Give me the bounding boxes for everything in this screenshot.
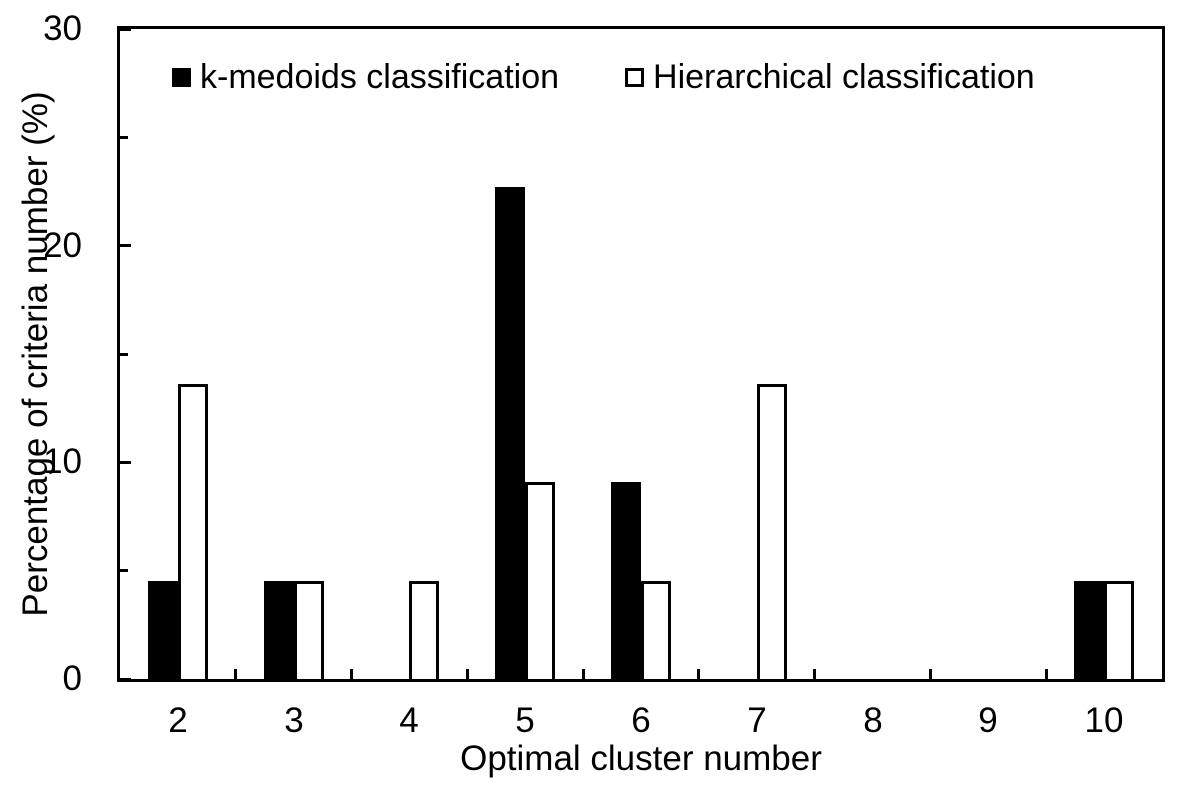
bar-hierarchical-cluster-10 [1104,581,1134,679]
legend-label-hierarchical: Hierarchical classification [653,58,1035,96]
plot-area: k-medoids classification Hierarchical cl… [117,26,1165,682]
x-boundary-tick-7 [929,669,932,679]
legend: k-medoids classification Hierarchical cl… [172,57,1035,97]
bar-kmedoids-cluster-10 [1074,581,1104,679]
bar-kmedoids-cluster-6 [611,482,641,679]
x-boundary-tick-6 [813,669,816,679]
bar-hierarchical-cluster-3 [294,581,324,679]
x-boundary-tick-3 [466,669,469,679]
y-minor-tick-15 [120,353,128,356]
x-boundary-tick-4 [582,669,585,679]
bar-hierarchical-cluster-7 [757,384,787,679]
x-tick-label-9: 9 [978,701,998,740]
y-major-tick-30 [120,28,131,31]
x-boundary-tick-1 [234,669,237,679]
kmedoids-swatch-icon [172,67,191,87]
x-tick-label-8: 8 [863,701,883,740]
y-tick-label-30: 30 [43,9,82,48]
x-boundary-tick-8 [1045,669,1048,679]
y-major-tick-20 [120,244,131,247]
bar-hierarchical-cluster-2 [178,384,208,679]
x-tick-label-10: 10 [1084,701,1124,740]
bar-hierarchical-cluster-4 [409,581,439,679]
bar-kmedoids-cluster-5 [495,187,525,679]
y-major-tick-0 [120,678,131,681]
y-axis-title: Percentage of criteria number (%) [16,91,55,617]
x-tick-label-5: 5 [515,701,535,740]
y-minor-tick-25 [120,136,128,139]
bars-layer [120,29,1162,679]
x-axis-title: Optimal cluster number [460,739,822,778]
bar-hierarchical-cluster-5 [525,482,555,679]
y-tick-label-0: 0 [62,659,82,698]
legend-label-kmedoids: k-medoids classification [200,58,560,96]
x-tick-label-7: 7 [747,701,767,740]
bar-kmedoids-cluster-3 [264,581,294,679]
x-tick-label-2: 2 [168,701,188,740]
x-tick-label-4: 4 [399,701,419,740]
y-major-tick-10 [120,461,131,464]
y-tick-label-20: 20 [43,226,82,265]
bar-hierarchical-cluster-6 [641,581,671,679]
x-tick-label-3: 3 [284,701,304,740]
legend-item-kmedoids: k-medoids classification [172,57,559,97]
hierarchical-swatch-icon [625,67,645,87]
y-tick-label-10: 10 [43,442,82,481]
legend-item-hierarchical: Hierarchical classification [625,57,1035,97]
y-minor-tick-5 [120,569,128,572]
x-boundary-tick-5 [697,669,700,679]
ticks-layer [120,28,1162,681]
bar-kmedoids-cluster-2 [148,581,178,679]
x-tick-label-6: 6 [631,701,651,740]
x-boundary-tick-2 [350,669,353,679]
